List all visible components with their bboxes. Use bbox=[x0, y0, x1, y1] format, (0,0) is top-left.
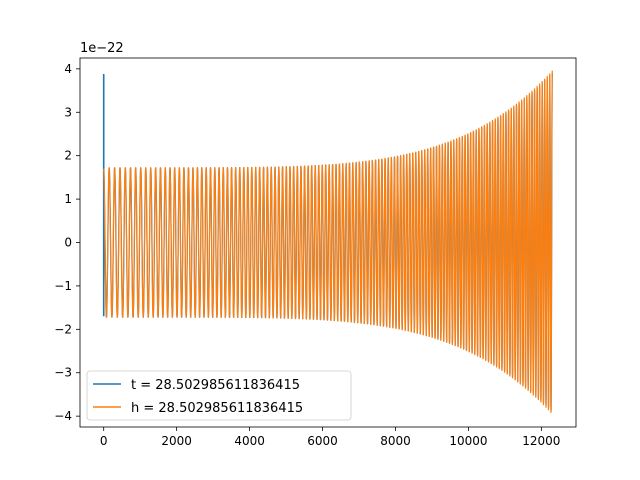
y-tick-label: −3 bbox=[54, 366, 72, 380]
legend-frame bbox=[86, 370, 352, 421]
x-tick-label: 2000 bbox=[161, 434, 192, 448]
legend: t = 28.502985611836415 h = 28.5029856118… bbox=[86, 370, 352, 421]
y-tick-label: −1 bbox=[54, 279, 72, 293]
y-tick-label: 0 bbox=[64, 236, 72, 250]
y-scale-label: 1e−22 bbox=[80, 41, 124, 56]
x-tick-label: 0 bbox=[100, 434, 108, 448]
legend-label-t: t = 28.502985611836415 bbox=[131, 378, 300, 393]
x-tick-label: 8000 bbox=[380, 434, 411, 448]
y-tick-label: −4 bbox=[54, 409, 72, 423]
x-tick-label: 12000 bbox=[522, 434, 560, 448]
y-tick-label: 3 bbox=[64, 105, 72, 119]
y-tick-label: 1 bbox=[64, 192, 72, 206]
y-tick-label: 2 bbox=[64, 149, 72, 163]
legend-label-h: h = 28.502985611836415 bbox=[131, 401, 303, 416]
plot-lines bbox=[102, 70, 553, 414]
x-tick-label: 4000 bbox=[234, 434, 265, 448]
series-h-line bbox=[103, 70, 553, 414]
y-axis-ticks: 4 3 2 1 0 −1 −2 −3 −4 bbox=[54, 62, 80, 423]
x-tick-label: 10000 bbox=[449, 434, 487, 448]
y-tick-label: −2 bbox=[54, 322, 72, 336]
x-tick-label: 6000 bbox=[307, 434, 338, 448]
y-tick-label: 4 bbox=[64, 62, 72, 76]
x-axis-ticks: 0 2000 4000 6000 8000 10000 12000 bbox=[100, 427, 560, 448]
